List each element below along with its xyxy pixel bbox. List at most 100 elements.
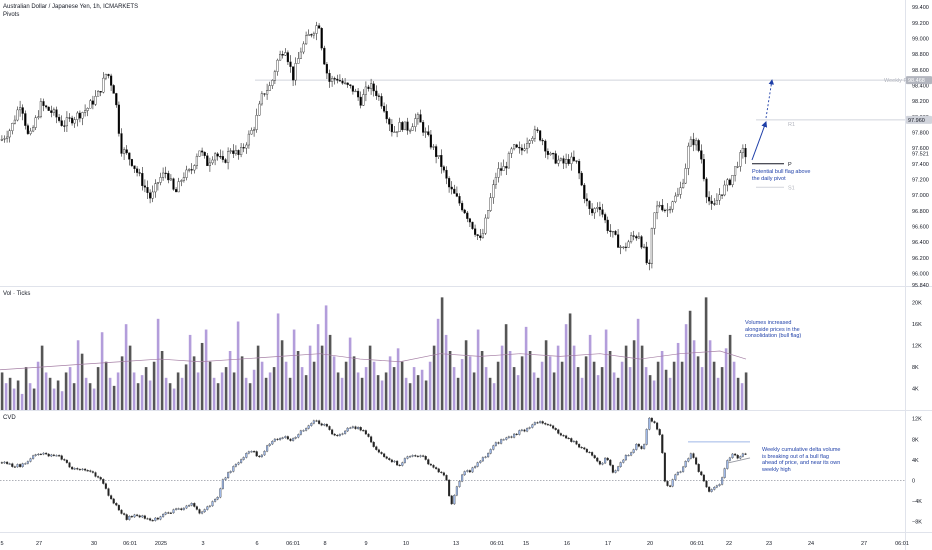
candle-body: [99, 91, 102, 93]
candle-body: [601, 209, 604, 215]
volume-bar: [52, 388, 56, 410]
volume-bar: [220, 372, 224, 410]
candle-body: [78, 112, 81, 119]
cvd-body: [11, 463, 14, 467]
candle-body: [3, 138, 6, 140]
time-axis-label: 06:01: [286, 541, 300, 547]
price-tick-label: 98.800: [912, 52, 929, 58]
volume-ma-line: [0, 350, 747, 371]
candle-body: [645, 246, 648, 264]
volume-bar: [516, 375, 520, 410]
price-tick-label: 96.600: [912, 224, 929, 230]
cvd-body: [723, 468, 726, 478]
candle-body: [718, 194, 721, 201]
candle-body: [94, 96, 97, 105]
cvd-body: [276, 438, 279, 440]
cvd-body: [333, 433, 336, 436]
volume-bar: [108, 377, 112, 410]
volume-bar: [580, 377, 584, 410]
volume-bar: [432, 345, 436, 410]
candle-body: [307, 34, 310, 37]
candle-body: [219, 156, 222, 158]
candle-body: [141, 173, 144, 186]
cvd-body: [437, 468, 440, 473]
candle-body: [697, 140, 700, 151]
cvd-body: [458, 481, 461, 487]
candle-body: [393, 131, 396, 133]
price-tick-label: 97.600: [912, 146, 929, 152]
candle-body: [385, 111, 388, 120]
candle-body: [117, 104, 120, 134]
candle-body: [531, 138, 534, 141]
cvd-body: [487, 453, 490, 458]
cvd-body: [489, 449, 492, 454]
candle-body: [180, 180, 183, 182]
cvd-body: [739, 456, 742, 459]
volume-bar: [36, 361, 40, 410]
candle-body: [617, 234, 620, 248]
volume-bar: [568, 313, 572, 410]
volume-bar: [252, 369, 256, 410]
volume-bar: [332, 356, 336, 410]
candle-body: [276, 59, 279, 72]
volume-bar: [480, 351, 484, 410]
candle-body: [331, 78, 334, 82]
cvd-body: [6, 461, 9, 464]
volume-bar: [276, 313, 280, 410]
cvd-body: [572, 440, 575, 443]
price-tick-label: 98.600: [912, 68, 929, 74]
volume-bar: [496, 361, 500, 410]
candle-body: [286, 52, 289, 63]
drawings: [688, 79, 774, 464]
volume-bar: [612, 372, 616, 410]
volume-bar: [456, 377, 460, 410]
candle-body: [640, 236, 643, 248]
candle-body: [174, 189, 178, 193]
cvd-body: [700, 471, 703, 476]
cvd-body: [492, 445, 495, 450]
candle-body: [479, 235, 482, 238]
symbol-title[interactable]: Australian Dollar / Japanese Yen, 1h, IC…: [3, 4, 139, 10]
candle-body: [728, 179, 731, 186]
pivot-badge-text: 97.960: [908, 118, 925, 124]
candle-body: [635, 236, 638, 239]
cvd-panel-title[interactable]: CVD: [3, 415, 16, 421]
candle-body: [190, 169, 193, 171]
cvd-body: [346, 427, 349, 432]
time-axis-label: 15: [523, 541, 529, 547]
volume-panel-title[interactable]: Vol · Ticks: [3, 291, 31, 297]
volume-bar: [312, 361, 316, 410]
candle-body: [346, 82, 349, 85]
volume-bar: [104, 361, 108, 410]
cvd-body: [393, 460, 396, 463]
candle-body: [96, 91, 100, 97]
cvd-body: [466, 470, 469, 472]
candle-body: [609, 230, 612, 232]
candle-body: [528, 140, 531, 144]
volume-bar: [216, 383, 220, 410]
cvd-body: [666, 481, 669, 486]
candle-body: [55, 109, 58, 118]
cvd-body: [84, 468, 87, 471]
volume-bar: [716, 377, 720, 410]
volume-bar: [492, 383, 496, 410]
cvd-body: [669, 485, 672, 487]
cvd-body: [336, 434, 339, 437]
time-axis-label: 6: [255, 541, 258, 547]
volume-bar: [228, 351, 232, 410]
pivots-indicator-label[interactable]: Pivots: [3, 12, 20, 18]
volume-bar: [648, 375, 652, 410]
cvd-body: [471, 467, 474, 473]
volume-bar: [428, 361, 432, 410]
cvd-body: [403, 458, 406, 463]
candle-body: [687, 145, 690, 169]
cvd-body: [398, 464, 401, 467]
cvd-body: [0, 462, 3, 464]
cvd-body: [349, 427, 352, 429]
cvd-body: [635, 443, 638, 450]
candle-body: [128, 152, 131, 160]
price-tick-label: 96.800: [912, 209, 929, 215]
price-tick-label: 98.400: [912, 83, 929, 89]
candle-body: [26, 125, 29, 134]
